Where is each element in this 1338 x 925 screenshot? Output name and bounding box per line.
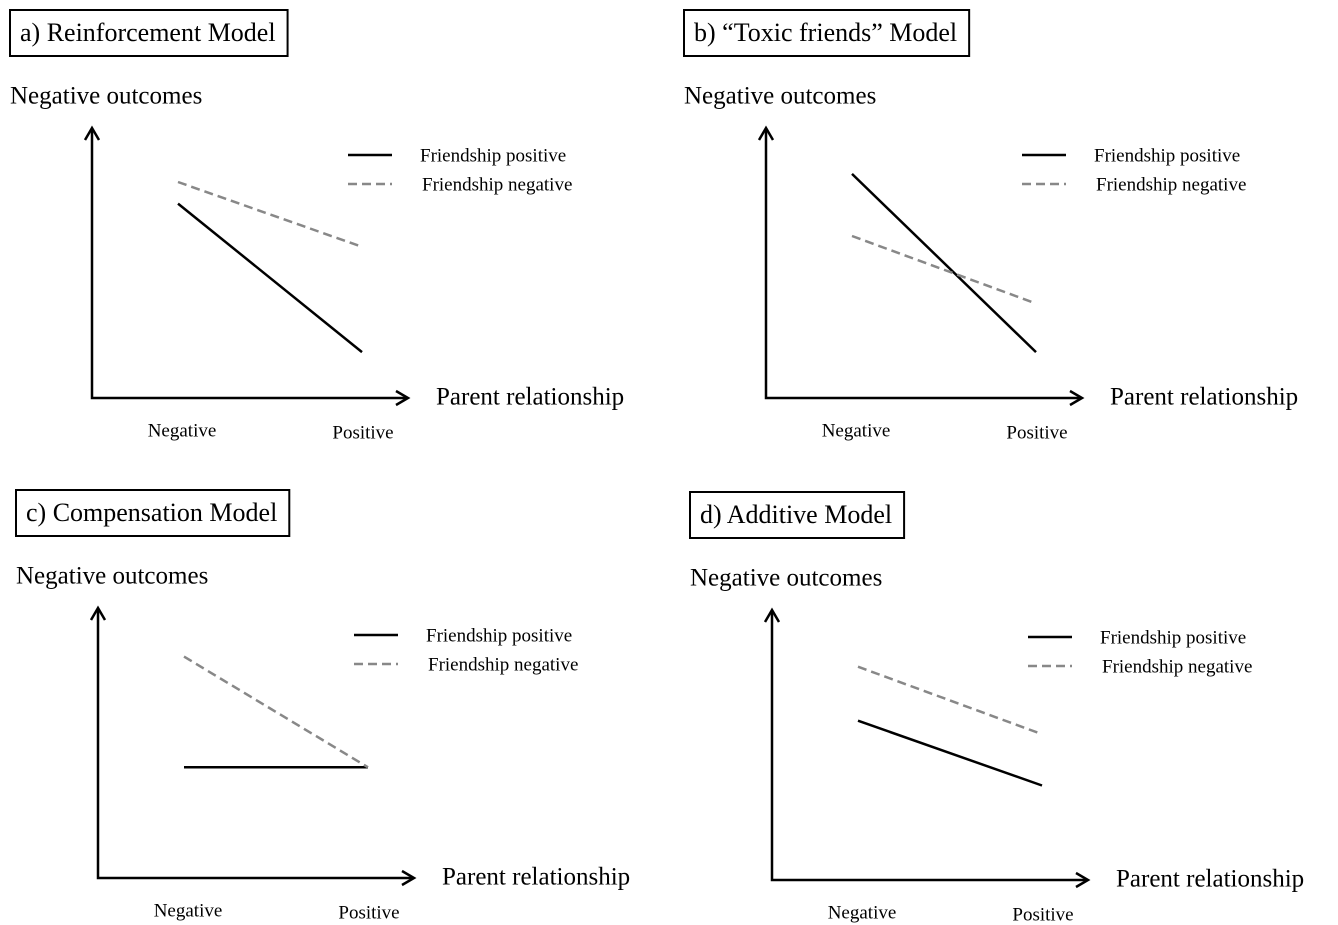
y-axis-label: Negative outcomes [690, 565, 882, 592]
legend-label: Friendship positive [426, 625, 572, 646]
legend-label: Friendship negative [1102, 656, 1252, 677]
x-arrow [395, 389, 411, 407]
y-arrow [89, 605, 107, 621]
title-box [689, 491, 906, 539]
panel: c) Compensation Model Negative outcomes Pa… [15, 489, 630, 923]
series-line [177, 202, 363, 354]
x-arrow [1069, 389, 1085, 407]
x-tick-label: Negative [828, 902, 897, 923]
series-line [177, 180, 363, 248]
x-tick-label: Positive [332, 422, 393, 443]
legend-label: Friendship positive [1094, 145, 1240, 166]
x-tick-label: Negative [154, 900, 223, 921]
x-axis-label: Parent relationship [436, 384, 624, 411]
legend-label: Friendship negative [422, 174, 572, 195]
x-tick-label: Negative [822, 420, 891, 441]
axes [90, 128, 408, 400]
y-axis-label: Negative outcomes [16, 563, 208, 590]
series-line [851, 234, 1037, 305]
legend-label: Friendship positive [1100, 627, 1246, 648]
x-axis-label: Parent relationship [1116, 866, 1304, 893]
axes [96, 608, 414, 880]
x-axis-label: Parent relationship [442, 864, 630, 891]
title-box [683, 9, 971, 57]
y-axis-label: Negative outcomes [684, 83, 876, 110]
x-tick-label: Positive [1006, 422, 1067, 443]
x-axis-label: Parent relationship [1110, 384, 1298, 411]
axes [770, 610, 1088, 882]
y-arrow [83, 125, 101, 141]
panel: b) “Toxic friends” Model Negative outcome… [683, 9, 1298, 443]
y-axis-label: Negative outcomes [10, 83, 202, 110]
title-box [9, 9, 289, 57]
title-box [15, 489, 291, 537]
y-arrow [757, 125, 775, 141]
panel-title: b) “Toxic friends” Model [694, 18, 957, 47]
x-tick-label: Positive [1012, 904, 1073, 925]
axes [764, 128, 1082, 400]
x-tick-label: Positive [338, 902, 399, 923]
legend-label: Friendship negative [428, 654, 578, 675]
panel-title: c) Compensation Model [26, 498, 277, 527]
series-line [183, 655, 369, 769]
panel-title: a) Reinforcement Model [20, 18, 276, 47]
series-line [857, 665, 1043, 736]
panel: a) Reinforcement Model Negative outcomes P… [9, 9, 624, 443]
panel-title: d) Additive Model [700, 500, 892, 529]
legend-label: Friendship positive [420, 145, 566, 166]
x-tick-label: Negative [148, 420, 217, 441]
x-arrow [401, 869, 417, 887]
series-line [857, 719, 1043, 787]
panel: d) Additive Model Negative outcomes Parent… [689, 491, 1304, 925]
legend-label: Friendship negative [1096, 174, 1246, 195]
x-arrow [1075, 871, 1091, 889]
series-line [851, 173, 1037, 353]
y-arrow [763, 607, 781, 623]
